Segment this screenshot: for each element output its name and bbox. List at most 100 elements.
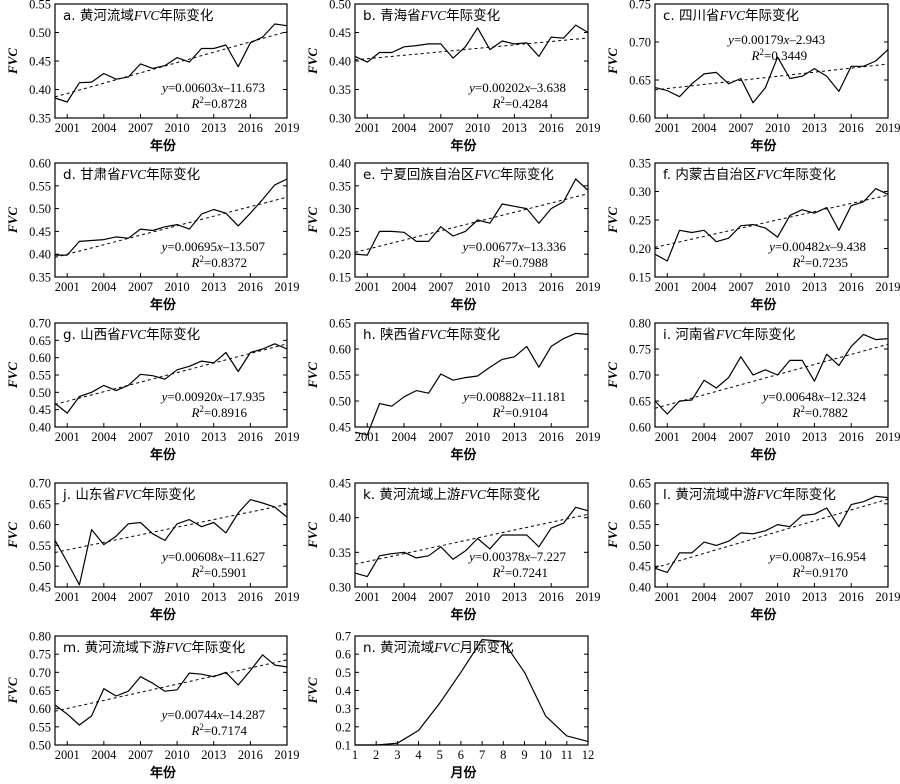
x-tick-label: 2013 (502, 280, 527, 294)
x-tick-label: 2019 (576, 430, 601, 444)
x-axis-label: 年份 (150, 138, 177, 154)
x-tick-label: 4 (415, 748, 422, 762)
x-tick-label: 7 (479, 748, 485, 762)
x-tick-label: 2019 (275, 280, 300, 294)
x-tick-label: 2001 (55, 590, 80, 604)
x-tick-label: 2010 (165, 430, 190, 444)
y-tick-label: 0.55 (29, 539, 51, 553)
x-tick-label: 2019 (576, 280, 601, 294)
x-tick-label: 2019 (876, 280, 900, 294)
regression-equation: y=0.00677x–13.336 (461, 239, 567, 254)
x-tick-label: 2010 (465, 430, 490, 444)
y-tick-label: 0.70 (629, 369, 651, 383)
y-tick-label: 0.65 (329, 317, 351, 331)
x-tick-label: 2004 (692, 280, 718, 294)
y-tick-label: 0.55 (329, 369, 351, 383)
x-tick-label: 2007 (728, 590, 753, 604)
y-axis-label: FVC (305, 522, 320, 549)
x-tick-label: 2010 (165, 590, 190, 604)
x-axis-label: 年份 (450, 447, 477, 463)
y-tick-label: 0.50 (329, 395, 351, 409)
regression-equation: y=0.00179x–2.943 (726, 32, 825, 47)
y-tick-label: 0.55 (29, 0, 51, 12)
y-tick-label: 0.40 (329, 55, 351, 69)
regression-equation: y=0.00648x–12.324 (761, 389, 867, 404)
y-axis-label: FVC (5, 207, 20, 234)
x-axis-label: 年份 (450, 138, 477, 154)
y-tick-label: 0.50 (29, 386, 51, 400)
y-tick-label: 0.3 (335, 702, 351, 716)
regression-equation: y=0.00695x–13.507 (160, 239, 266, 254)
x-tick-label: 2007 (128, 590, 153, 604)
x-tick-label: 2004 (91, 748, 117, 762)
panel-e: 0.15 0.20 0.25 0.30 0.35 0.40 2001 2004 2007 2010… (305, 157, 601, 314)
panel-h: 0.45 0.50 0.55 0.60 0.65 2001 2004 2007 2010 2013… (305, 317, 601, 464)
x-axis-label: 年份 (750, 297, 777, 313)
y-tick-label: 0.30 (329, 112, 351, 126)
y-axis-label: FVC (5, 362, 20, 389)
panel-title: g. 山西省FVC年际变化 (63, 327, 200, 343)
series-line (354, 178, 589, 256)
r-squared: R2=0.8916 (190, 404, 247, 420)
panel-title: i. 河南省FVC年际变化 (663, 327, 795, 343)
x-tick-label: 2001 (55, 280, 80, 294)
y-tick-label: 0.40 (329, 511, 351, 525)
x-tick-label: 2007 (128, 121, 153, 135)
series-line (654, 333, 889, 415)
x-tick-label: 2007 (728, 430, 753, 444)
x-tick-label: 2004 (392, 121, 418, 135)
x-tick-label: 2004 (392, 590, 418, 604)
x-tick-label: 2010 (765, 430, 790, 444)
y-tick-label: 0.50 (29, 202, 51, 216)
y-axis-label: FVC (605, 207, 620, 234)
series-line (354, 24, 589, 63)
y-tick-label: 0.15 (629, 271, 651, 285)
series-line (355, 638, 589, 746)
x-tick-label: 8 (500, 748, 506, 762)
panel-title: k. 黄河流域上游FVC年际变化 (363, 487, 540, 503)
x-tick-label: 2007 (428, 430, 453, 444)
x-axis-label: 年份 (750, 138, 777, 154)
y-tick-label: 0.50 (29, 560, 51, 574)
y-tick-label: 0.70 (629, 36, 651, 50)
trend-line (654, 343, 889, 409)
panel-title: a. 黄河流域FVC年际变化 (63, 8, 213, 24)
y-tick-label: 0.60 (329, 343, 351, 357)
x-tick-label: 2004 (91, 280, 117, 294)
y-tick-label: 0.40 (629, 581, 651, 595)
x-tick-label: 2016 (238, 748, 263, 762)
y-tick-label: 0.60 (29, 702, 51, 716)
series-line (654, 188, 889, 262)
x-tick-label: 2013 (802, 590, 827, 604)
y-tick-label: 0.70 (29, 317, 51, 331)
x-tick-label: 2010 (165, 280, 190, 294)
series-line (54, 654, 288, 726)
plot-frame (54, 482, 288, 588)
y-axis-label: FVC (305, 362, 320, 389)
y-tick-label: 0.35 (629, 157, 651, 171)
x-tick-label: 2016 (839, 430, 864, 444)
y-tick-label: 0.55 (629, 518, 651, 532)
y-tick-label: 0.65 (629, 477, 651, 491)
series-line (54, 499, 288, 586)
y-tick-label: 0.5 (335, 666, 351, 680)
trend-line (54, 196, 288, 258)
y-tick-label: 0.15 (329, 271, 351, 285)
y-tick-label: 0.45 (29, 581, 51, 595)
y-tick-label: 0.45 (629, 560, 651, 574)
x-tick-label: 2001 (355, 121, 380, 135)
x-tick-label: 2010 (465, 280, 490, 294)
y-tick-label: 0.80 (629, 317, 651, 331)
x-axis-label: 年份 (150, 607, 177, 623)
plot-frame (354, 162, 589, 278)
y-tick-label: 0.50 (629, 539, 651, 553)
y-tick-label: 0.45 (29, 225, 51, 239)
x-tick-label: 2016 (839, 121, 864, 135)
x-tick-label: 2016 (539, 121, 564, 135)
y-tick-label: 0.40 (29, 83, 51, 97)
x-axis-label: 年份 (450, 297, 477, 313)
y-tick-label: 0.75 (29, 648, 51, 662)
panel-a: 0.35 0.40 0.45 0.50 0.55 2001 2004 2007 2010 2013… (5, 0, 300, 154)
y-axis-label: FVC (605, 48, 620, 75)
